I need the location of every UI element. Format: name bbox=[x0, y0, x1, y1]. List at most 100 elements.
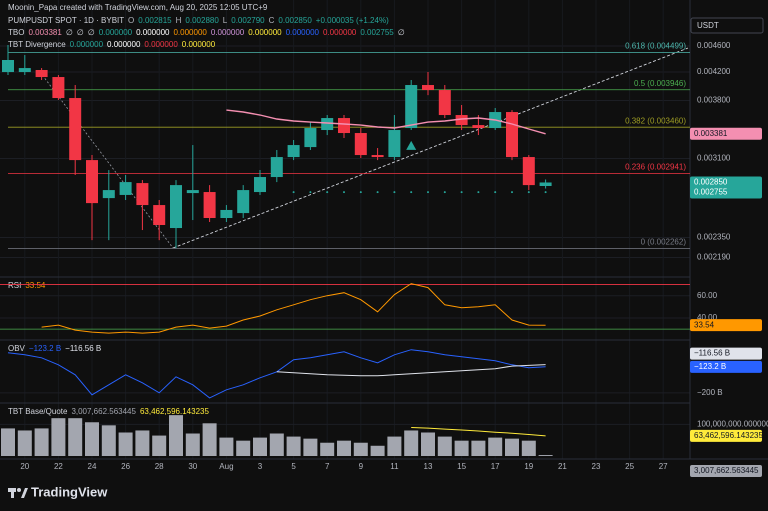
x-tick-label: 9 bbox=[359, 462, 364, 471]
last-value-badge bbox=[690, 186, 762, 199]
volume-bar bbox=[85, 422, 99, 456]
last-value-badge bbox=[690, 127, 762, 140]
pane-title: RSI bbox=[8, 281, 21, 290]
support-dot bbox=[511, 191, 513, 194]
pane-legend: OBV −123.2 B −116.56 B bbox=[8, 344, 101, 353]
series-line bbox=[411, 427, 546, 437]
legend-item: 0.002815 bbox=[138, 16, 172, 25]
volume-bar bbox=[118, 432, 133, 456]
currency-box bbox=[690, 17, 764, 34]
series-line bbox=[276, 364, 546, 377]
pane-legend-value: 33.54 bbox=[25, 281, 46, 290]
volume-bar bbox=[538, 455, 553, 456]
y-tick-label: 100,000,000.000000 bbox=[697, 419, 768, 428]
trend-line bbox=[172, 47, 689, 249]
last-value-badge bbox=[690, 347, 762, 360]
y-tick-label: 0.004600 bbox=[697, 41, 731, 50]
candle-body bbox=[354, 133, 367, 156]
x-tick-label: 27 bbox=[659, 462, 668, 471]
candle-body bbox=[69, 98, 82, 161]
support-dot bbox=[443, 191, 446, 194]
volume-bar bbox=[505, 438, 519, 456]
candle-body bbox=[254, 177, 266, 193]
series-line bbox=[226, 109, 546, 135]
candle-body bbox=[35, 70, 48, 78]
support-dot bbox=[376, 191, 379, 194]
pane-legend-value: 63,462,596.143235 bbox=[140, 407, 210, 416]
support-dot bbox=[527, 191, 530, 194]
logo-part bbox=[17, 488, 21, 492]
legend-item: TBO bbox=[8, 28, 24, 37]
candle-body bbox=[220, 209, 233, 219]
support-dot bbox=[544, 191, 547, 194]
volume-bar bbox=[236, 440, 251, 456]
last-value-badge-label: −123.2 B bbox=[694, 362, 726, 371]
candle-body bbox=[371, 155, 384, 158]
legend-item: 0.002880 bbox=[185, 16, 219, 25]
candle-body bbox=[237, 190, 250, 214]
support-dot bbox=[292, 191, 295, 194]
candle-body bbox=[422, 85, 434, 91]
last-value-badge bbox=[690, 465, 762, 478]
x-tick-label: 20 bbox=[20, 462, 29, 471]
candle-body bbox=[86, 160, 98, 204]
legend-item: ∅ bbox=[88, 28, 95, 37]
y-tick-label: 0.002190 bbox=[697, 253, 731, 262]
last-value-badge bbox=[690, 360, 762, 373]
series-line bbox=[41, 283, 546, 334]
volume-bar bbox=[135, 430, 150, 456]
volume-bar bbox=[1, 428, 15, 456]
legend-item: +0.000035 (+1.24%) bbox=[316, 16, 389, 25]
pane-legend: RSI 33.54 bbox=[8, 281, 46, 290]
candle-body bbox=[287, 145, 300, 158]
support-dot bbox=[326, 191, 329, 194]
legend-item: ∅ bbox=[77, 28, 84, 37]
fib-label: 0.618 (0.004499) bbox=[625, 41, 686, 50]
fib-label: 0 (0.002262) bbox=[641, 237, 687, 246]
legend-item: L bbox=[223, 16, 228, 25]
legend-item: PUMPUSDT SPOT · 1D · BYBIT bbox=[8, 16, 124, 25]
volume-bar bbox=[370, 445, 385, 456]
pane-title: TBT Base/Quote bbox=[8, 407, 68, 416]
y-tick-label: 0.003800 bbox=[697, 96, 731, 105]
x-tick-label: 24 bbox=[88, 462, 97, 471]
candle-body bbox=[388, 130, 401, 158]
y-tick-label: −200 B bbox=[697, 388, 723, 397]
legend-item: 0.000000 bbox=[211, 28, 245, 37]
volume-bar bbox=[286, 436, 301, 456]
volume-bar bbox=[68, 418, 83, 456]
pane-legend-value: −123.2 B bbox=[29, 344, 61, 353]
legend-item: 0.000000 bbox=[182, 40, 216, 49]
currency: USDT bbox=[697, 21, 719, 30]
legend-item: 0.000000 bbox=[70, 40, 104, 49]
candle-body bbox=[136, 183, 149, 206]
candle-body bbox=[506, 112, 518, 158]
x-tick-label: 26 bbox=[121, 462, 130, 471]
legend-item: H bbox=[176, 16, 182, 25]
volume-bar bbox=[437, 436, 452, 456]
volume-bar bbox=[488, 437, 503, 456]
x-tick-label: 7 bbox=[325, 462, 330, 471]
y-tick-label: 0.003100 bbox=[697, 154, 731, 163]
x-tick-label: 21 bbox=[558, 462, 567, 471]
volume-bar bbox=[253, 437, 267, 456]
legend-row: TBO 0.003381 ∅ ∅ ∅ 0.000000 0.000000 0.000000 0.… bbox=[8, 28, 405, 37]
last-value-badge-label: 0.002755 bbox=[694, 187, 728, 196]
x-tick-label: 15 bbox=[457, 462, 466, 471]
legend-item: ∅ bbox=[66, 28, 73, 37]
legend-item: 0.002790 bbox=[231, 16, 265, 25]
fib-label: 0.382 (0.003460) bbox=[625, 116, 686, 125]
logo-text: TradingView bbox=[31, 484, 108, 499]
volume-bar bbox=[152, 435, 167, 456]
trend-line bbox=[39, 71, 174, 249]
last-value-badge-label: 0.003381 bbox=[694, 129, 728, 138]
legend-row: TBT Divergence 0.000000 0.000000 0.000000 0.… bbox=[8, 40, 216, 49]
legend-item: 0.000000 bbox=[323, 28, 357, 37]
candle-body bbox=[539, 182, 552, 187]
volume-bar bbox=[337, 440, 351, 456]
series-line bbox=[7, 349, 546, 399]
x-tick-label: 13 bbox=[424, 462, 433, 471]
volume-bar bbox=[387, 436, 402, 456]
volume-bar bbox=[269, 433, 284, 456]
